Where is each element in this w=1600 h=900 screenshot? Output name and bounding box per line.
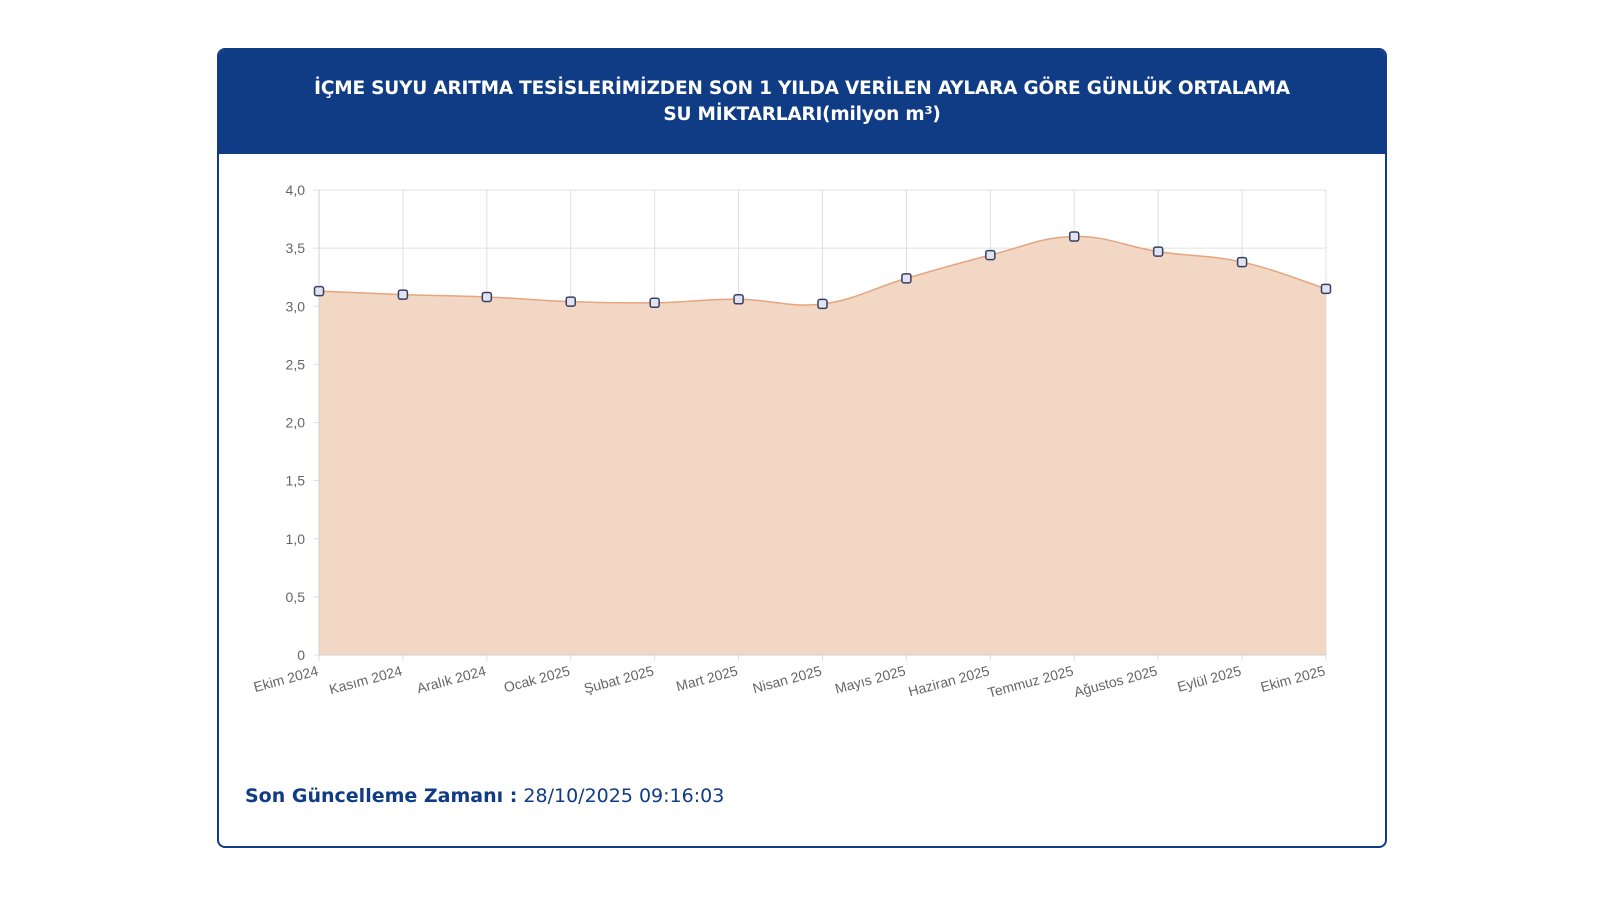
data-point[interactable] xyxy=(817,298,828,310)
card-header: İÇME SUYU ARITMA TESİSLERİMİZDEN SON 1 Y… xyxy=(219,50,1385,154)
data-point[interactable] xyxy=(985,249,996,261)
data-point[interactable] xyxy=(565,296,576,307)
y-tick-label: 3,0 xyxy=(286,298,306,314)
data-point[interactable] xyxy=(1069,231,1080,242)
y-tick-label: 4,0 xyxy=(286,182,306,198)
x-tick-label: Aralık 2024 xyxy=(415,662,488,696)
data-point[interactable] xyxy=(1320,283,1332,295)
y-tick-label: 2,5 xyxy=(286,356,306,372)
x-tick-label: Mayıs 2025 xyxy=(833,662,907,696)
last-update-value: 28/10/2025 09:16:03 xyxy=(523,785,725,807)
data-point[interactable] xyxy=(481,291,493,303)
data-point[interactable] xyxy=(649,297,660,309)
last-update: Son Güncelleme Zamanı : 28/10/2025 09:16… xyxy=(245,785,724,807)
y-tick-label: 1,5 xyxy=(286,473,306,489)
x-tick-label: Kasım 2024 xyxy=(327,662,404,697)
data-point[interactable] xyxy=(733,294,744,305)
x-tick-label: Ekim 2024 xyxy=(252,662,320,695)
series-area xyxy=(319,236,1326,655)
y-tick-label: 0 xyxy=(297,647,305,663)
x-tick-label: Temmuz 2025 xyxy=(986,662,1075,700)
x-tick-label: Ekim 2025 xyxy=(1259,662,1327,695)
x-tick-label: Ağustos 2025 xyxy=(1072,662,1159,700)
x-tick-label: Ocak 2025 xyxy=(502,662,572,695)
y-tick-label: 3,5 xyxy=(286,240,306,256)
x-tick-label: Şubat 2025 xyxy=(582,662,656,696)
data-point[interactable] xyxy=(397,289,409,300)
x-tick-label: Eylül 2025 xyxy=(1176,662,1243,694)
chart-area: 0 0,5 1,0 1,5 2,0 2,5 3,0 3,5 4,0 Ekim 2024 Kasım … xyxy=(219,154,1385,774)
last-update-label: Son Güncelleme Zamanı : xyxy=(245,785,518,807)
y-tick-label: 1,0 xyxy=(286,531,306,547)
y-tick-label: 0,5 xyxy=(286,589,306,605)
x-tick-label: Nisan 2025 xyxy=(751,662,824,696)
y-tick-label: 2,0 xyxy=(286,415,306,431)
chart-title: İÇME SUYU ARITMA TESİSLERİMİZDEN SON 1 Y… xyxy=(314,78,1290,125)
data-point[interactable] xyxy=(313,285,325,297)
data-point[interactable] xyxy=(1236,256,1248,268)
area-chart: 0 0,5 1,0 1,5 2,0 2,5 3,0 3,5 4,0 Ekim 2024 Kasım … xyxy=(252,182,1332,701)
data-point[interactable] xyxy=(1152,246,1164,257)
data-point[interactable] xyxy=(901,273,912,284)
chart-card: İÇME SUYU ARITMA TESİSLERİMİZDEN SON 1 Y… xyxy=(217,48,1387,848)
x-tick-label: Haziran 2025 xyxy=(907,662,992,699)
x-tick-label: Mart 2025 xyxy=(674,662,739,694)
